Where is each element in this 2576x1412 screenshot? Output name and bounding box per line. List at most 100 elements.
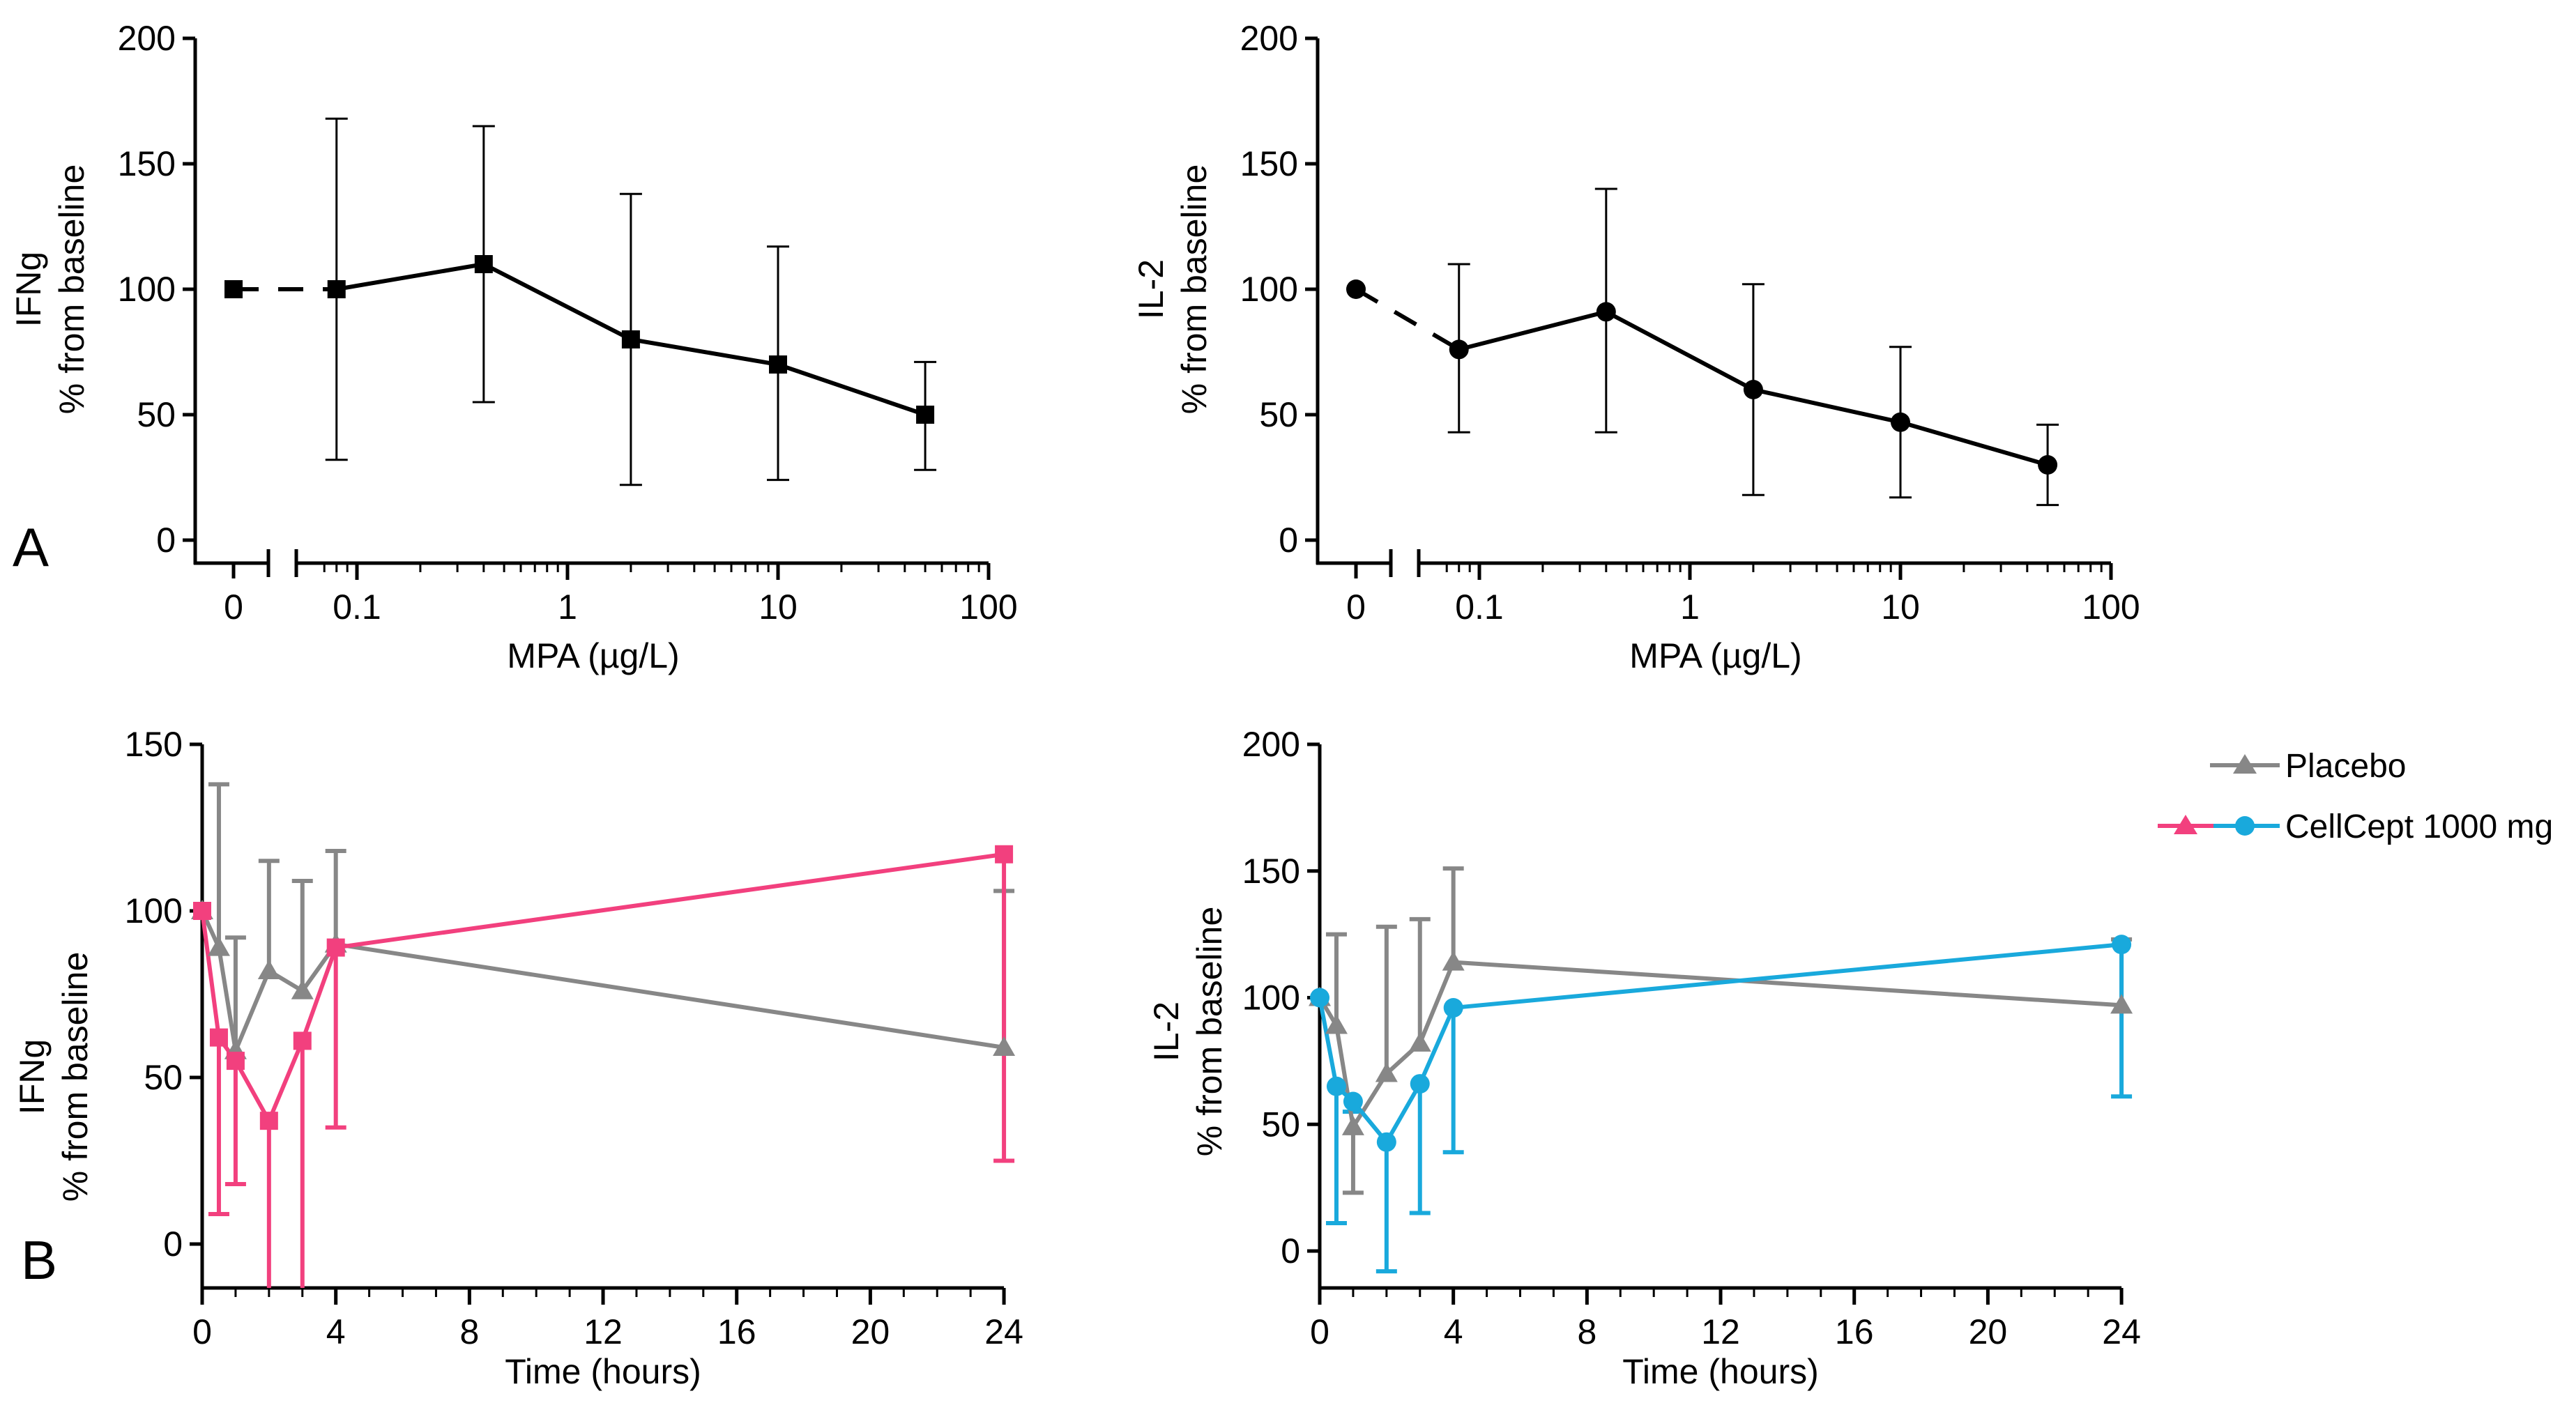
y-tick-label: 100 [1240, 270, 1298, 309]
y-tick-label: 0 [1279, 521, 1298, 560]
data-point-placebo [257, 960, 280, 980]
y-tick-label: 150 [1240, 144, 1298, 183]
y-axis-title-line1: IL-2 [1131, 259, 1171, 319]
data-point [327, 280, 346, 298]
data-point-cellcept [259, 1112, 278, 1130]
x-axis-title: Time (hours) [1622, 1352, 1819, 1391]
chart-ifng-time: 0 50 100 150 0 4 8 12 16 20 24 Time (hours) IFNg% fr… [13, 725, 1023, 1391]
x-tick-label: 0.1 [333, 588, 381, 627]
x-tick-label: 12 [1701, 1312, 1740, 1351]
data-point-cellcept [1343, 1091, 1363, 1112]
data-point [1891, 412, 1910, 432]
baseline-connector [1355, 287, 1461, 351]
y-tick-label: 0 [1281, 1231, 1300, 1271]
x-tick-label: 4 [326, 1312, 346, 1351]
y-tick-label: 50 [1259, 395, 1298, 434]
data-point-cellcept [209, 1028, 228, 1047]
x-tick-label: 100 [959, 588, 1017, 627]
legend-item-placebo: Placebo [2210, 748, 2406, 785]
data-point-placebo [1375, 1062, 1398, 1082]
y-axis-title-line2: % from baseline [52, 164, 91, 415]
x-tick-label: 100 [2082, 588, 2140, 627]
x-tick-label: 24 [2102, 1312, 2141, 1351]
y-tick-label: 50 [144, 1058, 183, 1097]
y-tick-label: 50 [1261, 1105, 1300, 1144]
data-point-cellcept [1310, 988, 1329, 1008]
series-line-cellcept [1318, 942, 2122, 1146]
y-tick-label: 200 [1242, 725, 1300, 764]
chart-il2-mpa: 0 50 100 150 200 0 0.1 1 10 100 MPA (µg/L) IL-2% fr… [1131, 19, 2140, 675]
x-tick-label: 1 [558, 588, 577, 627]
data-point-placebo [291, 979, 314, 999]
series-cellcept [1325, 944, 2133, 1274]
series-placebo [208, 782, 1015, 1051]
y-tick-label: 0 [163, 1225, 183, 1264]
data-point-cellcept [326, 938, 345, 957]
y-tick-label: 200 [118, 19, 176, 58]
x-tick-label: 20 [851, 1312, 890, 1351]
data-point-cellcept [1443, 998, 1463, 1018]
y-tick-label: 0 [156, 521, 176, 560]
x-tick-label: 0 [1346, 588, 1366, 627]
y-tick-label: 150 [125, 725, 183, 764]
series-line-placebo [1318, 960, 2122, 1133]
series-cellcept [208, 854, 1015, 1288]
y-axis-title-line2: % from baseline [56, 952, 95, 1202]
data-point-placebo [2110, 994, 2133, 1014]
x-tick-label: 16 [1835, 1312, 1874, 1351]
chart-il2-time: 0 50 100 150 200 0 4 8 12 16 20 24 Time (hours) IL-2%… [1147, 725, 2141, 1391]
data-point-cellcept [293, 1031, 312, 1050]
legend-placebo-label: Placebo [2285, 748, 2406, 785]
y-tick-label: 150 [1242, 852, 1300, 891]
x-tick-label: 1 [1680, 588, 1700, 627]
x-tick-label: 0 [192, 1312, 212, 1351]
data-point-placebo [1442, 951, 1465, 971]
data-point [1449, 339, 1469, 360]
x-tick-label: 0 [224, 588, 243, 627]
data-point [474, 255, 493, 273]
legend-placebo-marker [2233, 754, 2257, 774]
y-tick-label: 200 [1240, 19, 1298, 58]
baseline-point [224, 280, 243, 298]
chart-ifng-mpa: 0 50 100 150 200 0 0.1 1 10 100 MPA (µg/L) IFNg% fr… [9, 19, 1018, 675]
data-point [1596, 302, 1616, 322]
legend-item-cellcept: CellCept 1000 mg [2158, 808, 2553, 845]
data-point-placebo [1341, 1115, 1364, 1135]
x-tick-label: 8 [1577, 1312, 1596, 1351]
y-axis-title-line1: IFNg [9, 252, 48, 327]
legend-cellcept-marker-circle [2235, 816, 2255, 836]
y-axis-title-line2: % from baseline [1175, 164, 1214, 415]
x-tick-label: 12 [584, 1312, 623, 1351]
data-point-cellcept [995, 845, 1014, 864]
panel-label-b: B [21, 1229, 57, 1291]
x-tick-label: 0 [1310, 1312, 1329, 1351]
x-axis-title: MPA (µg/L) [507, 636, 679, 675]
x-axis-title: Time (hours) [505, 1352, 701, 1391]
y-tick-label: 100 [1242, 979, 1300, 1018]
data-point-cellcept [193, 902, 211, 920]
y-axis-title-line1: IL-2 [1147, 1002, 1186, 1061]
data-point-placebo [1408, 1031, 1431, 1052]
data-point [2038, 455, 2058, 475]
baseline-point [1346, 279, 1366, 299]
y-axis-title-line1: IFNg [13, 1039, 52, 1114]
y-tick-label: 100 [118, 270, 176, 309]
x-tick-label: 24 [984, 1312, 1023, 1351]
data-point-placebo [1325, 1014, 1348, 1034]
panel-label-a: A [13, 516, 49, 578]
data-point-cellcept [226, 1052, 245, 1070]
x-tick-label: 8 [459, 1312, 479, 1351]
x-tick-label: 10 [759, 588, 798, 627]
x-axis-title: MPA (µg/L) [1629, 636, 1801, 675]
y-tick-label: 150 [118, 144, 176, 183]
data-point-placebo [207, 936, 230, 956]
data-point-cellcept [1376, 1132, 1396, 1152]
data-point [769, 355, 787, 374]
x-tick-label: 20 [1969, 1312, 2008, 1351]
legend-cellcept-label: CellCept 1000 mg [2285, 808, 2553, 845]
x-tick-label: 4 [1444, 1312, 1463, 1351]
y-axis-title-line2: % from baseline [1190, 907, 1229, 1157]
data-point-cellcept [1326, 1076, 1346, 1096]
legend: Placebo CellCept 1000 mg [2158, 748, 2553, 845]
